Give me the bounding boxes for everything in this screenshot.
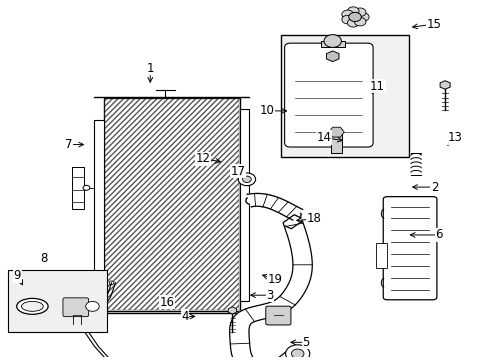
Circle shape xyxy=(238,173,255,186)
Polygon shape xyxy=(247,193,302,220)
Text: 2: 2 xyxy=(412,181,437,194)
Text: 19: 19 xyxy=(262,273,282,286)
Polygon shape xyxy=(229,215,312,360)
Ellipse shape xyxy=(21,301,43,311)
Text: 6: 6 xyxy=(409,229,442,242)
Circle shape xyxy=(348,12,361,22)
Circle shape xyxy=(354,8,365,17)
Text: 17: 17 xyxy=(230,165,245,177)
Circle shape xyxy=(242,176,251,183)
Ellipse shape xyxy=(17,298,48,314)
Text: 16: 16 xyxy=(159,296,174,309)
Bar xyxy=(8,270,106,332)
FancyBboxPatch shape xyxy=(383,197,436,300)
Circle shape xyxy=(85,301,99,311)
Text: 8: 8 xyxy=(40,252,47,265)
Text: 13: 13 xyxy=(447,131,461,145)
Bar xyxy=(376,243,386,268)
Circle shape xyxy=(354,17,365,26)
Circle shape xyxy=(346,7,358,15)
Bar xyxy=(105,99,238,310)
Text: 9: 9 xyxy=(14,269,22,285)
Bar xyxy=(72,167,84,209)
Circle shape xyxy=(346,19,358,27)
Text: 7: 7 xyxy=(65,138,83,151)
Circle shape xyxy=(109,281,114,284)
Circle shape xyxy=(324,35,341,48)
Text: 10: 10 xyxy=(259,104,286,117)
FancyBboxPatch shape xyxy=(265,306,290,325)
Text: 1: 1 xyxy=(146,62,154,82)
Circle shape xyxy=(285,345,309,360)
Circle shape xyxy=(291,349,304,358)
Circle shape xyxy=(83,185,90,190)
Circle shape xyxy=(357,13,368,21)
Text: 15: 15 xyxy=(412,18,441,31)
Circle shape xyxy=(341,10,353,19)
Bar xyxy=(94,120,104,290)
Text: 18: 18 xyxy=(296,212,321,225)
Bar xyxy=(239,109,249,301)
Text: 5: 5 xyxy=(290,336,309,349)
Bar xyxy=(330,134,342,153)
Circle shape xyxy=(341,15,353,24)
Text: 3: 3 xyxy=(250,289,273,302)
FancyBboxPatch shape xyxy=(284,43,372,147)
Bar xyxy=(104,99,239,311)
Text: 14: 14 xyxy=(316,131,342,144)
Bar xyxy=(320,41,344,48)
Text: 11: 11 xyxy=(369,80,384,94)
FancyBboxPatch shape xyxy=(63,298,88,317)
Text: 4: 4 xyxy=(181,310,194,323)
Text: 12: 12 xyxy=(195,152,220,165)
Bar xyxy=(280,35,408,157)
